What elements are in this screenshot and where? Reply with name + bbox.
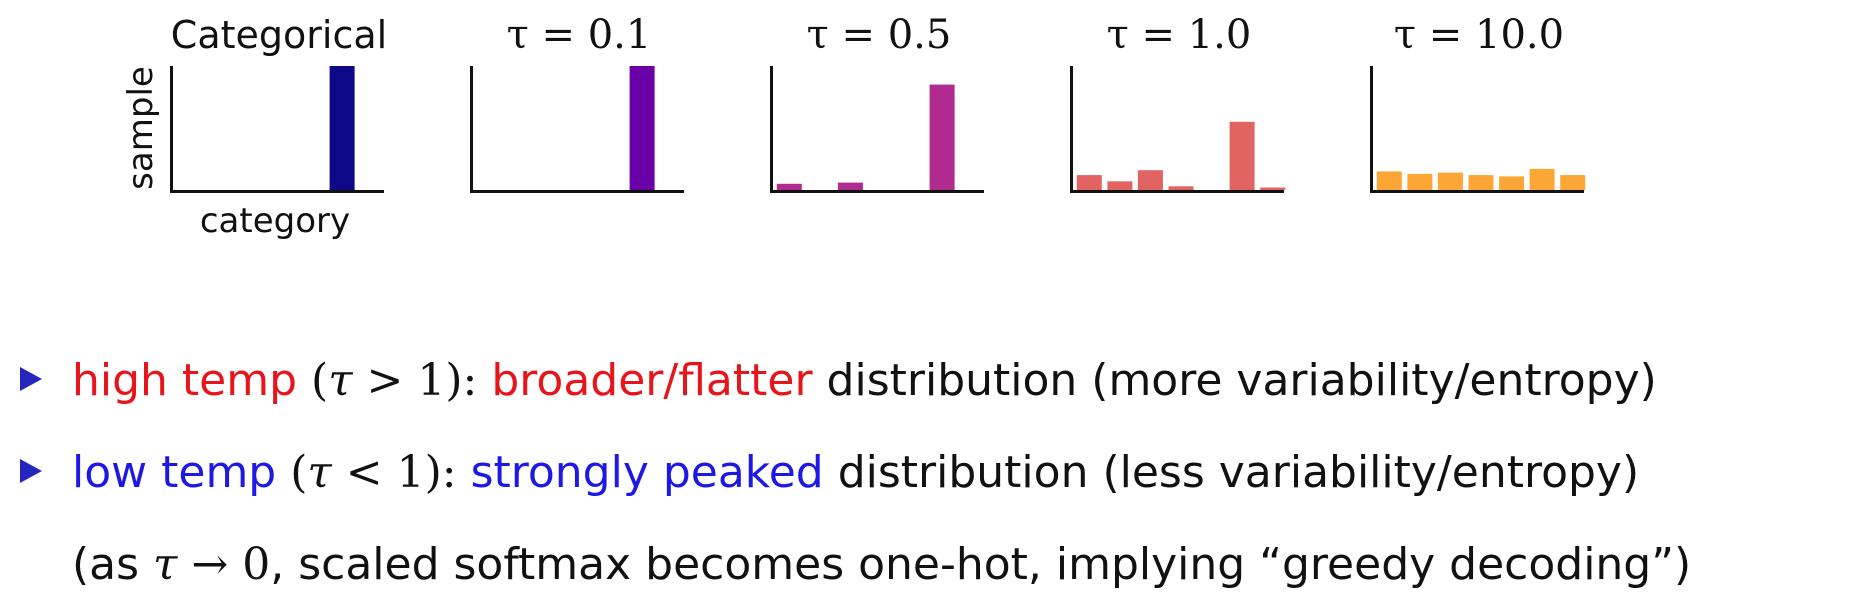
bullet-triangle-icon [20, 459, 42, 483]
panel-title: Categorical [171, 13, 387, 57]
bullet-list: high temp (τ > 1): broader/flatter distr… [20, 335, 1864, 611]
bar-7 [1560, 175, 1586, 190]
high-temp-tau: τ [328, 355, 353, 406]
panel-3: τ = 0.5 [770, 12, 984, 193]
low-temp-tau: τ [307, 447, 332, 498]
panel-5: τ = 10.0 [1370, 12, 1586, 193]
bullet-triangle-icon [20, 367, 42, 391]
axis-lines [470, 66, 684, 193]
bar-6 [1229, 121, 1255, 190]
high-temp-open: ( [297, 355, 329, 406]
bar-6 [929, 84, 955, 190]
low-temp-effect: strongly peaked [470, 447, 824, 498]
bar-2 [1107, 181, 1133, 190]
high-temp-rel: > 1 [352, 355, 446, 406]
bar-4 [1468, 175, 1494, 190]
note-rel: → 0 [177, 539, 271, 590]
bullet-high-temp: high temp (τ > 1): broader/flatter distr… [20, 335, 1864, 427]
note-tau: τ [153, 539, 178, 590]
bar-2 [1407, 173, 1433, 190]
high-temp-effect: broader/flatter [491, 355, 813, 406]
panel-title: τ = 0.5 [807, 12, 952, 58]
axis-lines [770, 66, 984, 193]
low-temp-desc: distribution (less variability/entropy) [823, 447, 1640, 498]
bar-1 [1076, 175, 1102, 190]
bar-4 [1168, 186, 1194, 190]
axis-lines [1370, 66, 1584, 193]
bar-7 [1260, 187, 1286, 190]
bar-3 [1437, 172, 1463, 190]
x-axis-label: category [200, 201, 350, 241]
bar-6 [1529, 168, 1555, 190]
panel-4: τ = 1.0 [1070, 12, 1286, 193]
panel-title: τ = 1.0 [1107, 12, 1252, 58]
bar-3 [1137, 170, 1163, 190]
axis-lines [1070, 66, 1284, 193]
bar-1 [776, 183, 802, 190]
low-temp-rel: < 1 [331, 447, 425, 498]
y-axis-label: sample [121, 66, 161, 190]
bar-1 [1376, 171, 1402, 190]
bullet-low-temp: low temp (τ < 1): strongly peaked distri… [20, 427, 1864, 519]
low-temp-close: ): [424, 447, 471, 498]
panel-2: τ = 0.1 [470, 12, 684, 193]
note-prefix: (as [72, 539, 154, 590]
axis-lines [170, 66, 384, 193]
panel-title: τ = 0.1 [507, 12, 652, 58]
note-greedy-decoding: (as τ → 0, scaled softmax becomes one-ho… [20, 519, 1864, 611]
bar-6 [329, 66, 355, 190]
bar-3 [837, 182, 863, 190]
panel-title: τ = 10.0 [1394, 12, 1564, 58]
high-temp-desc: distribution (more variability/entropy) [812, 355, 1657, 406]
note-text: , scaled softmax becomes one-hot, implyi… [270, 539, 1692, 590]
low-temp-label: low temp [72, 447, 277, 498]
high-temp-close: ): [445, 355, 492, 406]
bar-6 [629, 66, 655, 190]
high-temp-label: high temp [72, 355, 298, 406]
low-temp-open: ( [276, 447, 308, 498]
bar-5 [1499, 176, 1525, 190]
